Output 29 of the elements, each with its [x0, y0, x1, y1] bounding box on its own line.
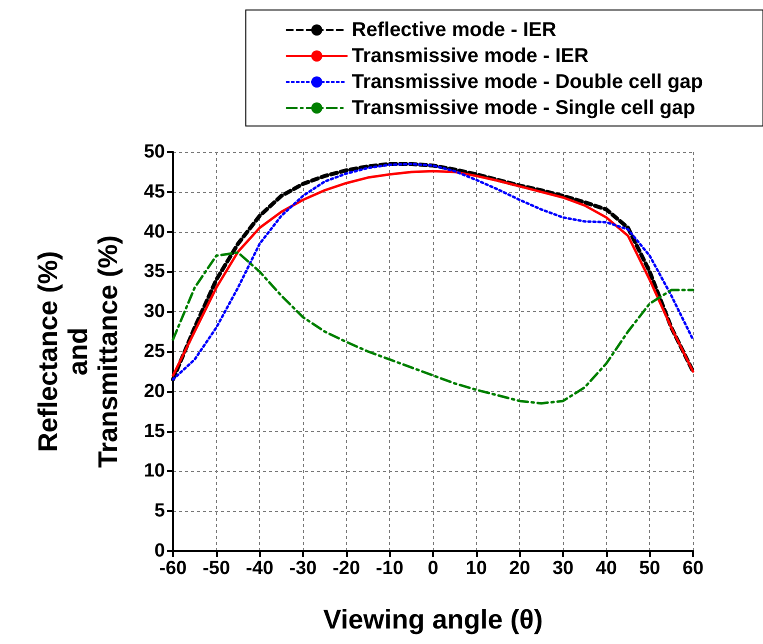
- x-tick-label: 50: [639, 558, 660, 579]
- legend-label: Transmissive mode - Single cell gap: [352, 97, 696, 119]
- x-tick-label: 20: [509, 558, 530, 579]
- legend-label: Reflective mode - IER: [352, 19, 557, 41]
- x-tick-label: -30: [289, 558, 317, 579]
- x-tick-label: 60: [682, 558, 704, 579]
- x-axis-title: Viewing angle (θ): [323, 604, 543, 634]
- x-tick-label: 0: [428, 558, 438, 579]
- legend-label: Transmissive mode - Double cell gap: [352, 71, 704, 93]
- legend-label: Transmissive mode - IER: [352, 45, 590, 67]
- x-tick-label: 30: [552, 558, 574, 579]
- y-tick-label: 40: [144, 221, 165, 242]
- x-tick-label: -10: [376, 558, 404, 579]
- x-tick-label: 40: [596, 558, 617, 579]
- y-tick-label: 10: [144, 460, 165, 482]
- x-tick-label: -20: [332, 558, 360, 579]
- line-series: [172, 251, 694, 405]
- y-tick-label: 20: [144, 380, 165, 402]
- x-tick-label: -40: [246, 558, 274, 579]
- x-tick-label: 10: [466, 558, 487, 579]
- y-tick-label: 25: [144, 341, 166, 362]
- y-tick-label: 5: [154, 500, 166, 522]
- y-tick-label: 35: [144, 261, 166, 282]
- y-tick-label: 50: [144, 142, 165, 162]
- y-tick-label: 15: [144, 420, 166, 442]
- y-tick-label: 30: [144, 301, 165, 322]
- y-axis-title: Reflectance (%) and Transmittance (%): [33, 235, 123, 468]
- y-tick-label: 45: [144, 181, 166, 202]
- x-tick-label: -50: [202, 558, 230, 579]
